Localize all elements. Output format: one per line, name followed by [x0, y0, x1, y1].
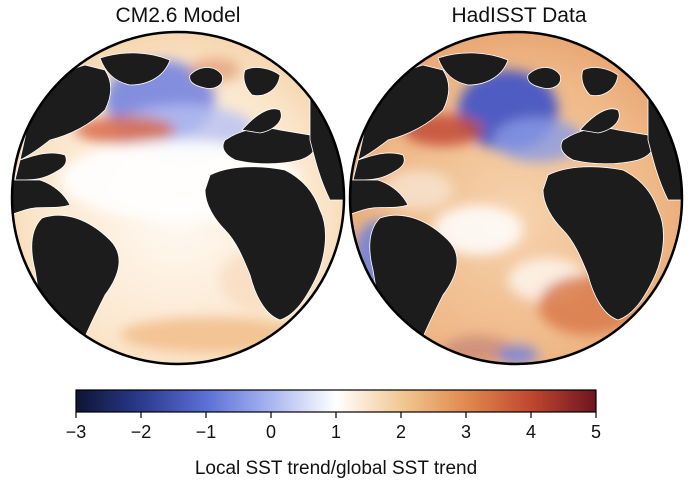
- colorbar: −3 −2 −1 0 1 2 3 4 5 Local SST trend/global SST …: [66, 389, 601, 479]
- left-panel-title: CM2.6 Model: [115, 4, 241, 27]
- iberia: [241, 108, 282, 134]
- hadisst-data-globe: [348, 30, 684, 366]
- iceland: [527, 67, 561, 89]
- central-america: [350, 179, 409, 216]
- globe-outline: [10, 30, 346, 366]
- cm26-model-globe: [10, 30, 346, 366]
- colorbar-tick-label: 0: [266, 422, 276, 442]
- colorbar-bar: [75, 389, 597, 413]
- colorbar-tick-label: 3: [461, 422, 471, 442]
- greenland: [437, 52, 509, 86]
- colorbar-tick-label: −2: [131, 422, 152, 442]
- iceland: [189, 67, 223, 89]
- scandinavia: [581, 67, 619, 97]
- colorbar-label: Local SST trend/global SST trend: [195, 458, 477, 479]
- colorbar-ticks: −3 −2 −1 0 1 2 3 4 5: [66, 412, 601, 442]
- scandinavia: [243, 67, 281, 97]
- africa: [542, 166, 664, 321]
- iberia: [579, 108, 620, 134]
- europe: [560, 127, 654, 165]
- europe: [222, 127, 316, 165]
- africa: [204, 166, 326, 321]
- colorbar-tick-label: −3: [66, 422, 87, 442]
- right-panel-title: HadISST Data: [451, 4, 587, 27]
- greenland: [99, 52, 171, 86]
- colorbar-tick-label: −1: [196, 422, 217, 442]
- central-america: [12, 179, 71, 216]
- colorbar-tick-label: 5: [591, 422, 601, 442]
- colorbar-tick-label: 1: [331, 422, 341, 442]
- colorbar-tick-label: 4: [526, 422, 536, 442]
- globe-outline: [348, 30, 684, 366]
- colorbar-tick-label: 2: [396, 422, 406, 442]
- land-masses: [350, 52, 682, 364]
